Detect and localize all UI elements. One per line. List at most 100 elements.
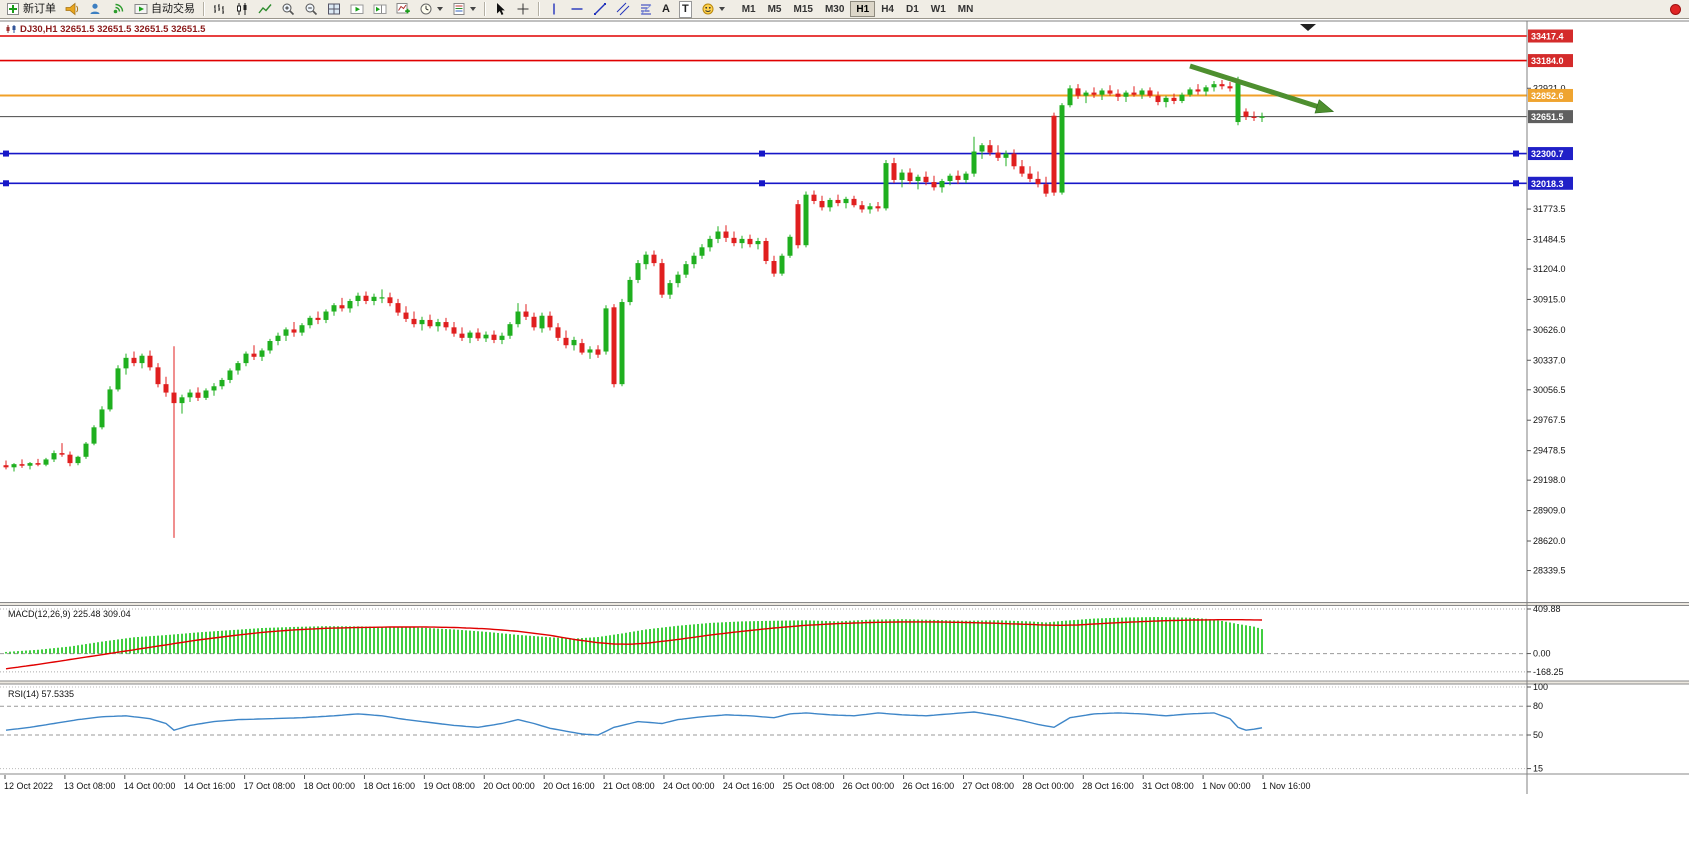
crosshair-icon bbox=[517, 3, 529, 15]
timeframe-button-M15[interactable]: M15 bbox=[788, 1, 819, 17]
timeframe-button-W1[interactable]: W1 bbox=[925, 1, 952, 17]
hline-handle[interactable] bbox=[759, 180, 765, 187]
timeframe-button-H1[interactable]: H1 bbox=[850, 1, 876, 17]
arrows-button[interactable] bbox=[697, 1, 729, 18]
crosshair-button[interactable] bbox=[512, 1, 534, 18]
person-icon bbox=[90, 3, 100, 14]
candle-body bbox=[59, 453, 65, 455]
auto-scroll-button[interactable] bbox=[346, 1, 368, 18]
hline-handle[interactable] bbox=[3, 150, 9, 157]
candle-body bbox=[1067, 88, 1073, 106]
candlestick-chart-button[interactable] bbox=[231, 1, 253, 18]
chart-area[interactable]: 32921.0 31773.5 31484.5 31204.0 30915.0 30626… bbox=[0, 19, 1689, 855]
candle-body bbox=[507, 324, 513, 336]
vertical-line-button[interactable] bbox=[543, 1, 565, 18]
candle-body bbox=[819, 201, 825, 208]
channel-button[interactable] bbox=[612, 1, 634, 18]
candle-body bbox=[3, 465, 9, 468]
text-label-icon: T bbox=[678, 0, 692, 18]
candle-body bbox=[851, 198, 857, 206]
time-tick-label: 18 Oct 00:00 bbox=[304, 781, 356, 791]
text-label-button[interactable]: T bbox=[675, 0, 696, 18]
time-tick-label: 24 Oct 00:00 bbox=[663, 781, 715, 791]
candle-body bbox=[1211, 84, 1217, 88]
candle-body bbox=[747, 238, 753, 245]
candle-body bbox=[1027, 173, 1033, 179]
candle-body bbox=[771, 261, 777, 274]
horizontal-line-button[interactable] bbox=[566, 1, 588, 18]
bar-chart-button[interactable] bbox=[208, 1, 230, 18]
timeframe-button-M30[interactable]: M30 bbox=[819, 1, 850, 17]
candle-body bbox=[211, 386, 217, 391]
time-tick-label: 12 Oct 2022 bbox=[4, 781, 53, 791]
candle-body bbox=[651, 254, 657, 264]
hline-handle[interactable] bbox=[1513, 150, 1519, 157]
candle-body bbox=[899, 172, 905, 180]
candle-body bbox=[723, 231, 729, 238]
horn-icon bbox=[65, 2, 79, 16]
chart-shift-button[interactable] bbox=[369, 1, 391, 18]
time-tick-label: 21 Oct 08:00 bbox=[603, 781, 655, 791]
trendline-button[interactable] bbox=[589, 1, 611, 18]
candle-body bbox=[883, 163, 889, 209]
candle-body bbox=[1075, 88, 1081, 96]
candle-body bbox=[1203, 87, 1209, 92]
auto-trading-button[interactable]: 自动交易 bbox=[130, 1, 199, 18]
line-chart-button[interactable] bbox=[254, 1, 276, 18]
candle-body bbox=[19, 464, 25, 466]
price-label-text: 32651.5 bbox=[1531, 112, 1564, 122]
indicators-button[interactable] bbox=[392, 1, 414, 18]
candle-body bbox=[979, 145, 985, 152]
signals-button[interactable] bbox=[107, 1, 129, 18]
rsi-level-label: 80 bbox=[1533, 701, 1543, 711]
alerts-button[interactable] bbox=[61, 1, 83, 18]
hline-handle[interactable] bbox=[759, 150, 765, 157]
zoom-in-button[interactable] bbox=[277, 1, 299, 18]
timeframe-button-D1[interactable]: D1 bbox=[900, 1, 925, 17]
candle-body bbox=[811, 194, 817, 201]
price-axis[interactable]: 32921.0 31773.5 31484.5 31204.0 30915.0 30626… bbox=[1527, 29, 1573, 576]
candle-body bbox=[139, 355, 145, 364]
time-axis[interactable]: 12 Oct 2022 13 Oct 08:00 14 Oct 00:00 14 Oc… bbox=[4, 775, 1311, 791]
candle-body bbox=[411, 318, 417, 325]
trend-arrow-annotation[interactable] bbox=[1189, 63, 1335, 114]
tile-windows-icon bbox=[328, 3, 340, 15]
candle-body bbox=[259, 350, 265, 357]
time-tick-label: 28 Oct 16:00 bbox=[1082, 781, 1134, 791]
price-tick-label: 29198.0 bbox=[1533, 475, 1566, 485]
timeframe-button-H4[interactable]: H4 bbox=[875, 1, 900, 17]
new-order-button[interactable]: 新订单 bbox=[2, 1, 60, 18]
candle-body bbox=[803, 194, 809, 246]
tile-windows-button[interactable] bbox=[323, 1, 345, 18]
candle-body bbox=[83, 443, 89, 457]
community-button[interactable] bbox=[84, 1, 106, 18]
new-order-icon bbox=[7, 3, 19, 15]
candle-body bbox=[1219, 84, 1225, 87]
fibonacci-button[interactable] bbox=[635, 1, 657, 18]
text-tool-button[interactable]: A bbox=[658, 1, 674, 18]
timeframe-button-M1[interactable]: M1 bbox=[736, 1, 762, 17]
zoom-out-button[interactable] bbox=[300, 1, 322, 18]
notification-icon[interactable] bbox=[1670, 3, 1681, 15]
candle-body bbox=[235, 363, 241, 371]
rsi-level-label: 15 bbox=[1533, 764, 1543, 774]
candle-body bbox=[779, 255, 785, 274]
arrow-head bbox=[1314, 99, 1335, 114]
periods-button[interactable] bbox=[415, 1, 447, 18]
candle-body bbox=[955, 175, 961, 180]
candle-body bbox=[755, 241, 761, 245]
hline-handle[interactable] bbox=[3, 180, 9, 187]
hline-handle[interactable] bbox=[1513, 180, 1519, 187]
templates-button[interactable] bbox=[448, 1, 480, 18]
scroll-position-marker[interactable] bbox=[1300, 24, 1316, 31]
candle-body bbox=[1115, 93, 1121, 97]
candlestick-chart-icon bbox=[237, 3, 247, 15]
macd-pane: 409.88 0.00 -168.25 MACD(12,26,9) 225.48 30… bbox=[0, 604, 1564, 677]
candle-body bbox=[1123, 92, 1129, 97]
timeframe-button-M5[interactable]: M5 bbox=[762, 1, 788, 17]
main-toolbar: 新订单 自动交易 bbox=[0, 0, 1689, 19]
cursor-button[interactable] bbox=[489, 1, 511, 18]
auto-trading-label: 自动交易 bbox=[151, 2, 195, 15]
candle-body bbox=[1059, 105, 1065, 193]
timeframe-button-MN[interactable]: MN bbox=[952, 1, 980, 17]
